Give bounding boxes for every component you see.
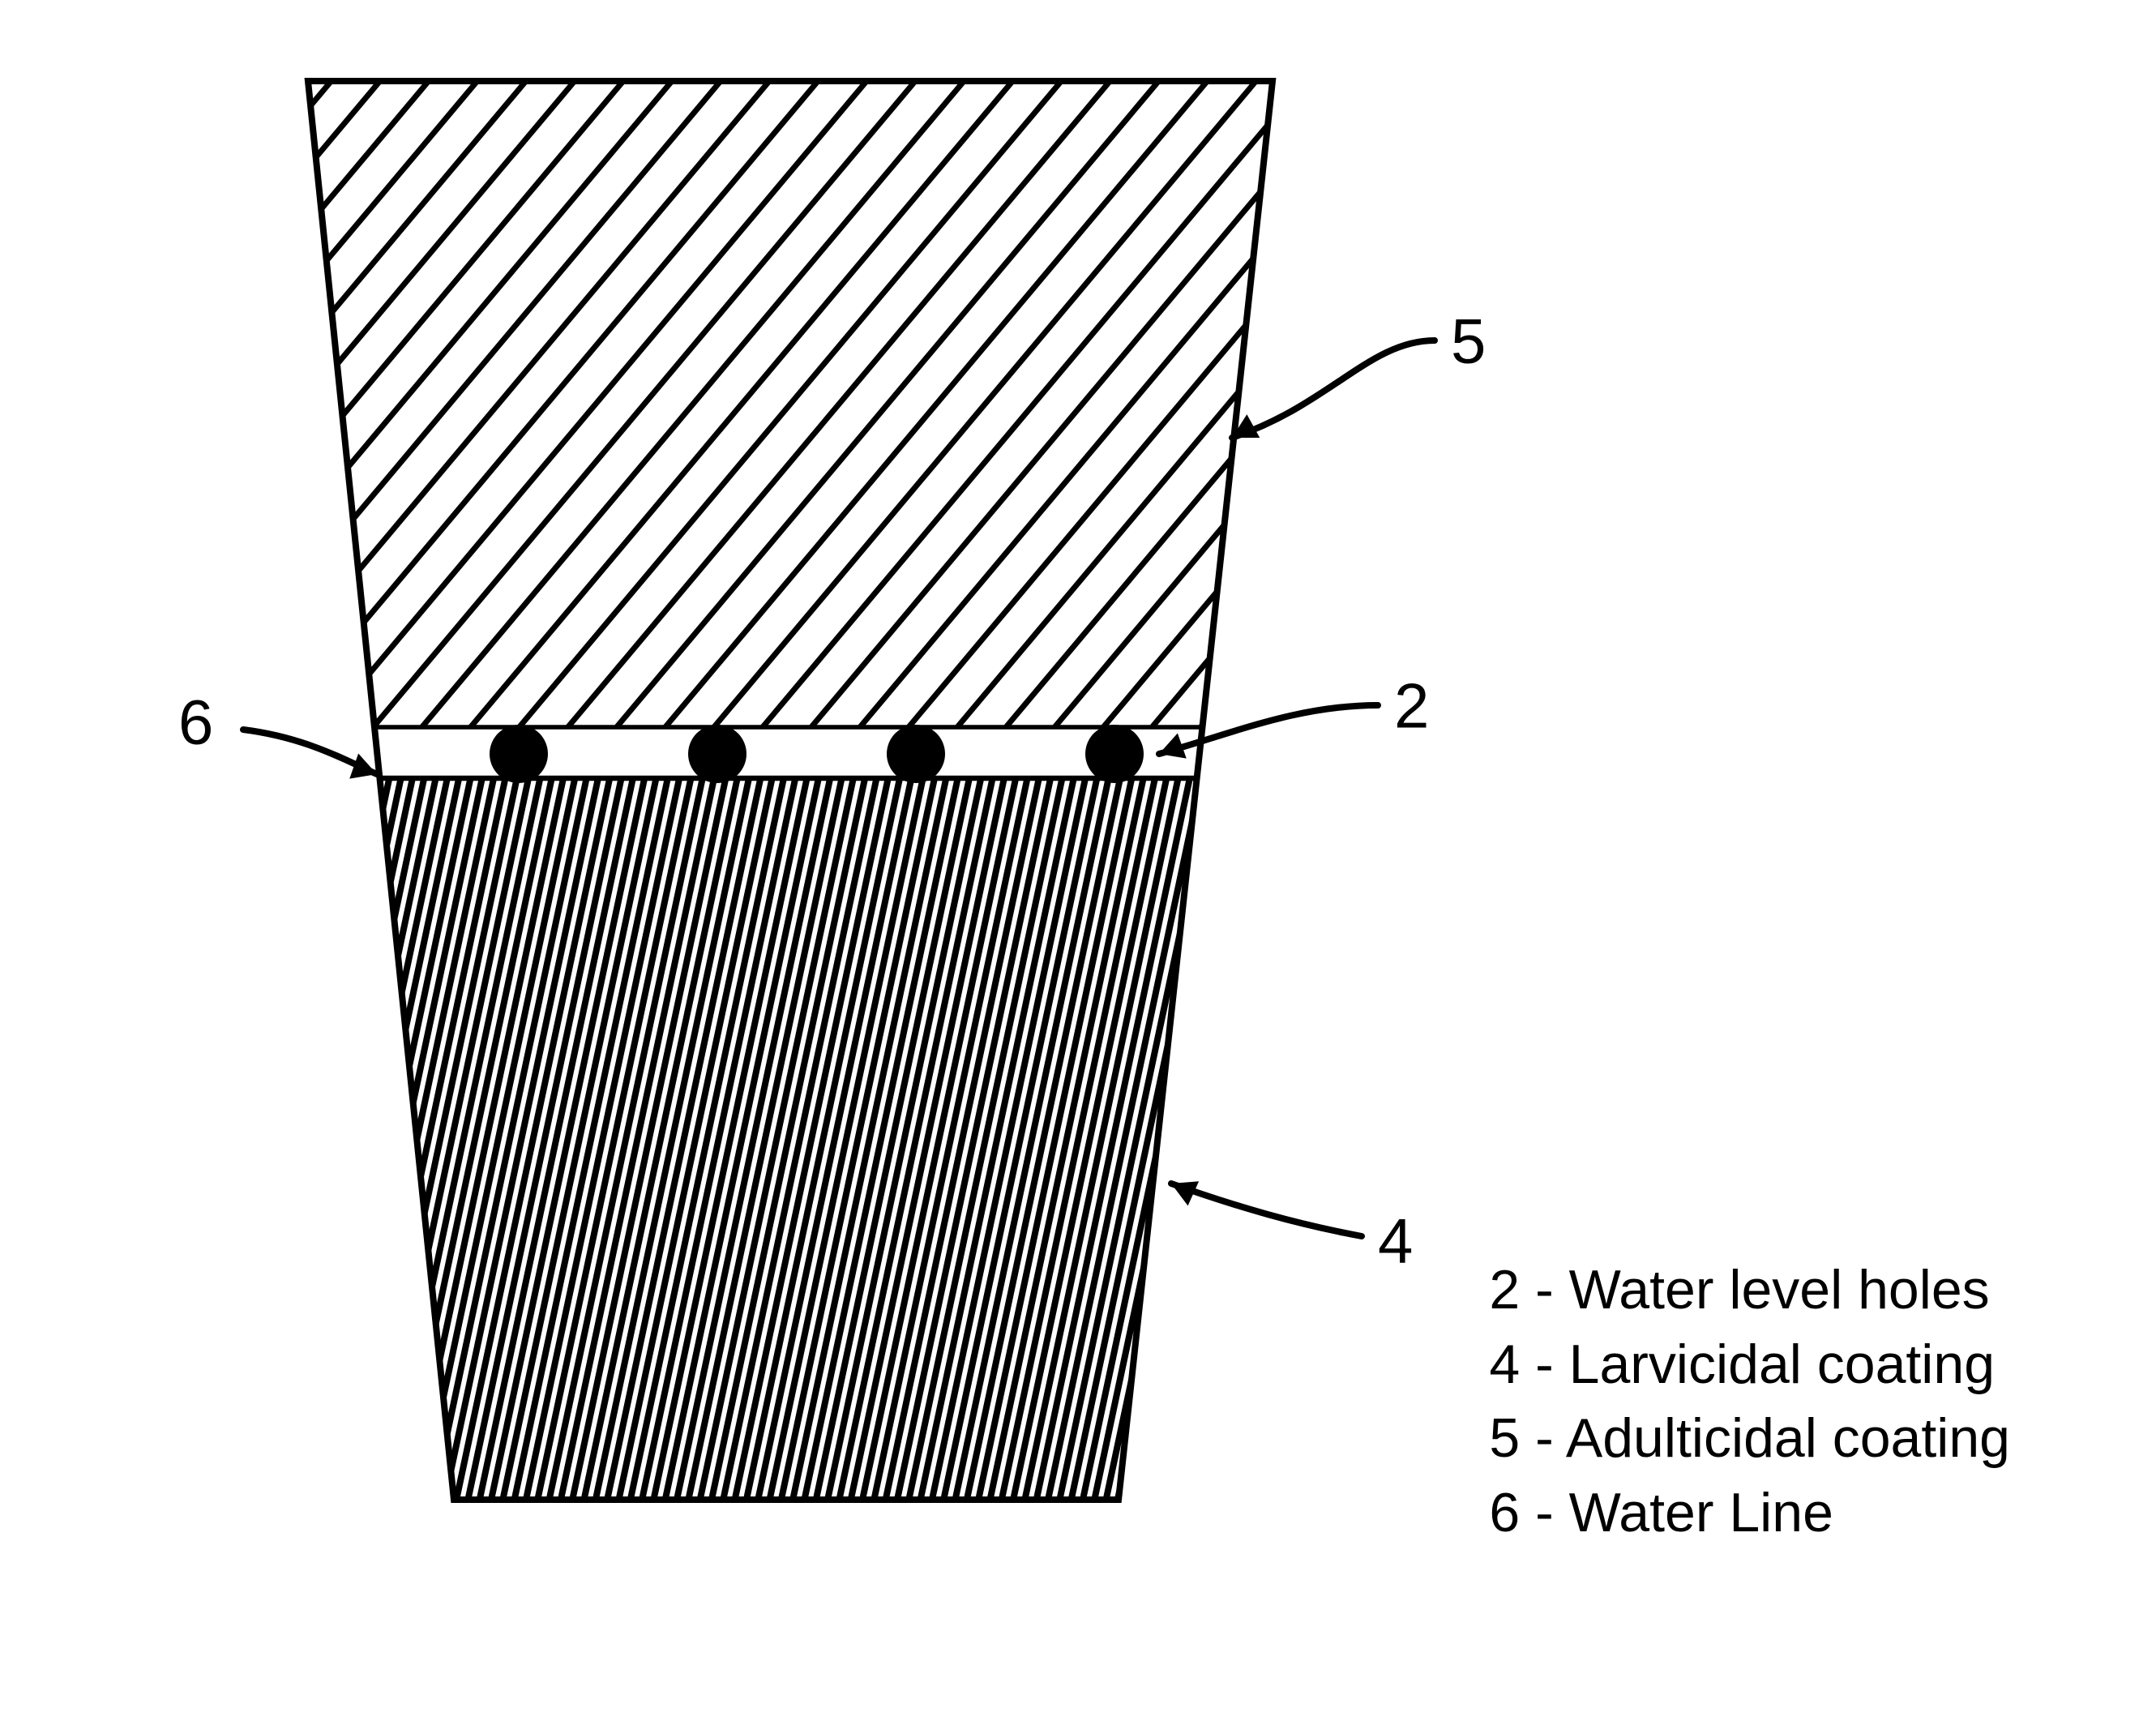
callout-number: 5: [1451, 305, 1486, 376]
legend-text: Water Line: [1569, 1482, 1833, 1543]
legend-num: 4: [1489, 1334, 1520, 1395]
callout-2: 2: [1159, 670, 1429, 758]
callout-4: 4: [1171, 1181, 1413, 1276]
page: 2 4 5 6 2 - Water level holes 4 - Larvicida…: [0, 0, 2156, 1721]
legend-text: Adulticidal coating: [1566, 1407, 2010, 1469]
water-level-holes: [490, 725, 1144, 783]
legend-item: 2 - Water level holes: [1489, 1253, 2010, 1328]
callout-6: 6: [178, 686, 377, 778]
callout-number: 4: [1378, 1205, 1413, 1276]
legend-item: 5 - Adulticidal coating: [1489, 1402, 2010, 1476]
callout-number: 6: [178, 686, 213, 757]
legend-text: Larvicidal coating: [1569, 1334, 1995, 1395]
legend-item: 6 - Water Line: [1489, 1476, 2010, 1551]
callout-5: 5: [1232, 305, 1486, 438]
legend-num: 6: [1489, 1482, 1520, 1543]
legend-num: 2: [1489, 1259, 1520, 1321]
legend-num: 5: [1489, 1407, 1520, 1469]
legend-text: Water level holes: [1569, 1259, 1990, 1321]
legend-item: 4 - Larvicidal coating: [1489, 1328, 2010, 1402]
callout-number: 2: [1394, 670, 1429, 741]
legend: 2 - Water level holes 4 - Larvicidal coa…: [1489, 1253, 2010, 1551]
